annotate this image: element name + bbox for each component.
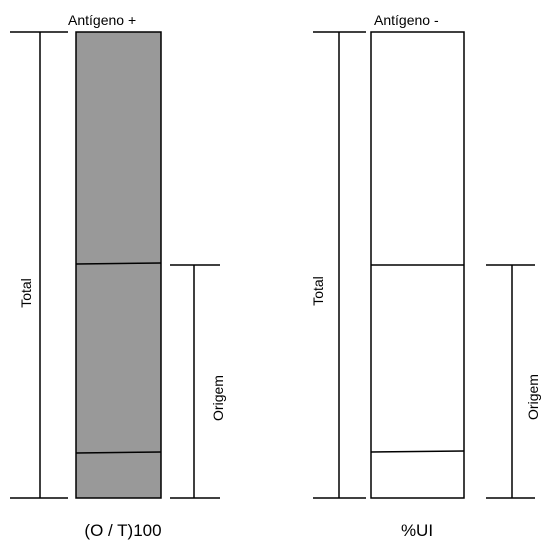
column-label: Antígeno + [68,12,136,28]
origin-bracket [170,264,220,499]
panel-antigen-positive: Total Antígeno + Origem (O / T)100 [10,12,226,540]
inner-low-line [75,451,162,454]
total-bracket [10,31,68,499]
panel-antigen-negative: Total Antígeno - Origem %UI [310,12,541,540]
total-label: Total [18,278,34,308]
origin-top-line [75,262,162,265]
origin-label: Origem [210,375,226,421]
inner-low-line [370,450,465,453]
total-bracket [313,31,366,499]
column-label: Antígeno - [374,12,439,28]
formula-label: (O / T)100 [84,521,161,540]
antigen-positive-column [75,31,162,499]
origin-bracket [486,264,535,499]
formula-label: %UI [401,521,433,540]
total-label: Total [310,276,326,306]
origin-label: Origem [525,374,541,420]
